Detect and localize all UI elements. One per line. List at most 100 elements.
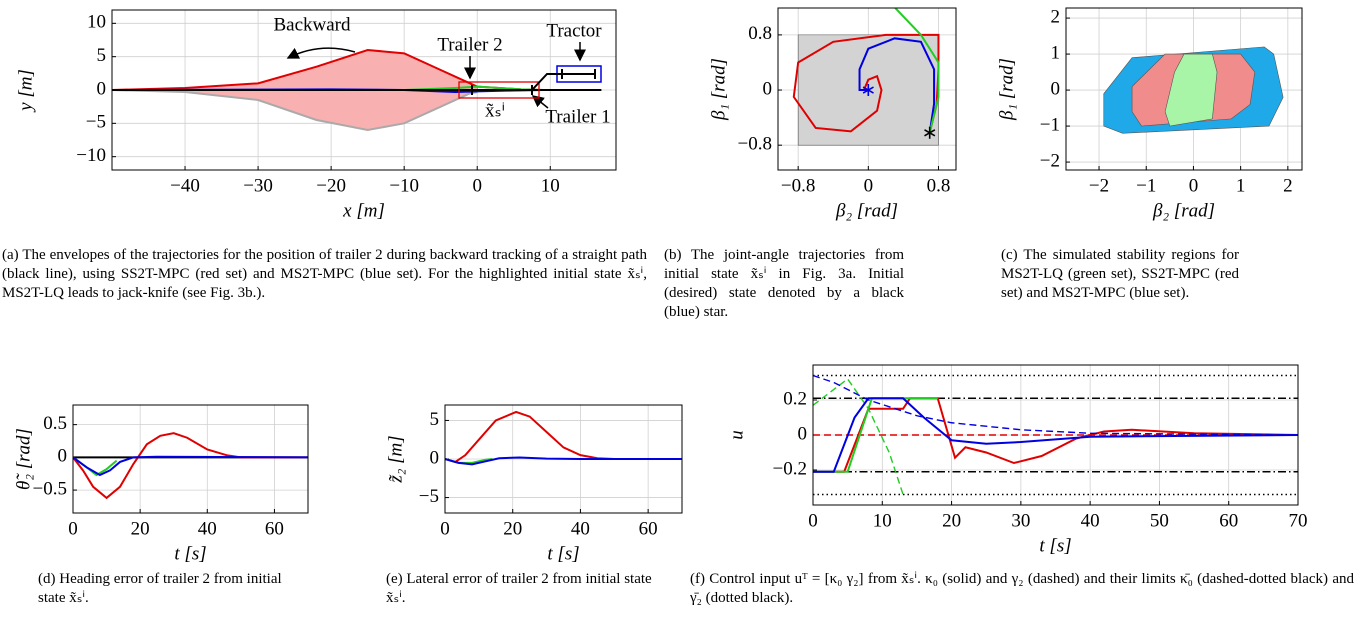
- annotation: x̃ₛⁱ: [485, 100, 505, 121]
- x-tick-label: 70: [1289, 510, 1308, 531]
- caption: (d) Heading error of trailer 2 from init…: [38, 571, 282, 606]
- region: [1164, 53, 1218, 127]
- annotation: Tractor: [546, 20, 602, 41]
- series-line: [445, 456, 682, 466]
- y-tick-label: 0: [430, 447, 440, 468]
- x-tick-label: 60: [265, 518, 284, 539]
- plot-area: [73, 405, 308, 513]
- y-tick-label: 10: [87, 12, 106, 33]
- x-tick-label: 50: [1150, 510, 1169, 531]
- x-axis-label: x [m]: [342, 200, 385, 221]
- caption: (e) Lateral error of trailer 2 from init…: [386, 571, 652, 606]
- y-tick-label: 2: [1051, 6, 1061, 27]
- plot-content: [792, 8, 940, 146]
- x-tick-label: −10: [389, 175, 419, 196]
- x-tick-label: 1: [1236, 175, 1246, 196]
- caption: (a) The envelopes of the trajectories fo…: [2, 247, 647, 301]
- x-tick-label: 0: [68, 518, 78, 539]
- plot-frame: [777, 7, 957, 171]
- plot-frame: [444, 404, 683, 514]
- series-line: [858, 37, 936, 133]
- trailer-box: [458, 81, 540, 99]
- x-tick-label: 20: [131, 518, 150, 539]
- x-tick-label: 0: [440, 518, 450, 539]
- y-tick-label: −10: [76, 145, 106, 166]
- x-tick-label: 10: [541, 175, 560, 196]
- series-line: [813, 397, 1298, 473]
- y-axis-label: y [m]: [15, 69, 36, 113]
- series-line: [73, 432, 308, 500]
- y-tick-label: −5: [86, 112, 106, 133]
- x-tick-label: −2: [1089, 175, 1109, 196]
- series-line: [73, 455, 308, 477]
- y-tick-label: 0: [763, 78, 773, 99]
- x-tick-label: 0.8: [927, 175, 951, 196]
- series-line: [813, 397, 1298, 473]
- arrow: [286, 47, 356, 59]
- y-axis-label: θ̃₂ [rad]: [13, 428, 34, 490]
- annotation: Trailer 2: [437, 34, 502, 55]
- x-tick-label: 0: [808, 510, 818, 531]
- x-tick-label: 40: [1081, 510, 1100, 531]
- y-axis-label: β₁ [rad]: [996, 58, 1017, 121]
- x-axis-label: t [s]: [174, 543, 206, 564]
- plot-content: [813, 374, 1298, 496]
- x-tick-label: 0: [1189, 175, 1199, 196]
- plot-frame: [111, 9, 617, 171]
- x-tick-label: −1: [1136, 175, 1156, 196]
- x-tick-label: 30: [1011, 510, 1030, 531]
- y-tick-label: 5: [97, 45, 107, 66]
- x-tick-label: 20: [503, 518, 522, 539]
- plot-content: [445, 410, 682, 466]
- y-tick-label: 0: [798, 423, 808, 444]
- caption: (b) The joint-angle trajectories from in…: [664, 247, 904, 320]
- series-line: [813, 378, 904, 495]
- x-tick-label: 2: [1283, 175, 1293, 196]
- x-tick-label: 0: [472, 175, 482, 196]
- caption: (c) The simulated stability regions for …: [1001, 247, 1239, 301]
- plot-content: [1103, 46, 1284, 134]
- y-tick-label: 0: [1051, 78, 1061, 99]
- y-tick-label: −2: [1040, 150, 1060, 171]
- x-tick-label: 60: [1219, 510, 1238, 531]
- y-tick-label: 0: [97, 78, 107, 99]
- y-axis-label: z̃₂ [m]: [385, 435, 406, 483]
- y-tick-label: −0.5: [33, 478, 67, 499]
- x-tick-label: 0: [864, 175, 874, 196]
- series-line: [813, 374, 1298, 436]
- plot-frame: [812, 364, 1299, 506]
- y-tick-label: 0.2: [783, 388, 807, 409]
- plot-content: [73, 432, 308, 500]
- y-tick-label: −0.8: [738, 134, 772, 155]
- y-axis-label: β₁ [rad]: [708, 58, 729, 121]
- y-tick-label: 5: [430, 409, 440, 430]
- caption: (f) Control input uᵀ = [κ₀ γ₂] from x̃ₛⁱ…: [690, 571, 1354, 606]
- y-tick-label: 0.8: [748, 23, 772, 44]
- x-tick-label: −0.8: [781, 175, 815, 196]
- plot-frame: [72, 404, 309, 514]
- annotation: Backward: [273, 14, 351, 35]
- y-tick-label: −1: [1040, 114, 1060, 135]
- y-tick-label: −5: [419, 486, 439, 507]
- vehicle: [471, 69, 596, 95]
- plot-frame: [1065, 7, 1303, 171]
- y-tick-label: 0.5: [43, 413, 67, 434]
- x-tick-label: 10: [873, 510, 892, 531]
- y-tick-label: −0.2: [773, 458, 807, 479]
- x-tick-label: 60: [639, 518, 658, 539]
- series-line: [893, 8, 940, 134]
- x-tick-label: −30: [243, 175, 273, 196]
- x-axis-label: t [s]: [1039, 535, 1071, 556]
- x-tick-label: 40: [571, 518, 590, 539]
- y-tick-label: 1: [1051, 42, 1061, 63]
- x-axis-label: β₂ [rad]: [835, 200, 898, 221]
- y-axis-label: u: [726, 430, 747, 440]
- x-tick-label: −40: [170, 175, 200, 196]
- x-tick-label: −20: [316, 175, 346, 196]
- annotation: Trailer 1: [545, 106, 610, 127]
- star-marker: [924, 126, 936, 139]
- x-axis-label: t [s]: [547, 543, 579, 564]
- x-tick-label: 40: [198, 518, 217, 539]
